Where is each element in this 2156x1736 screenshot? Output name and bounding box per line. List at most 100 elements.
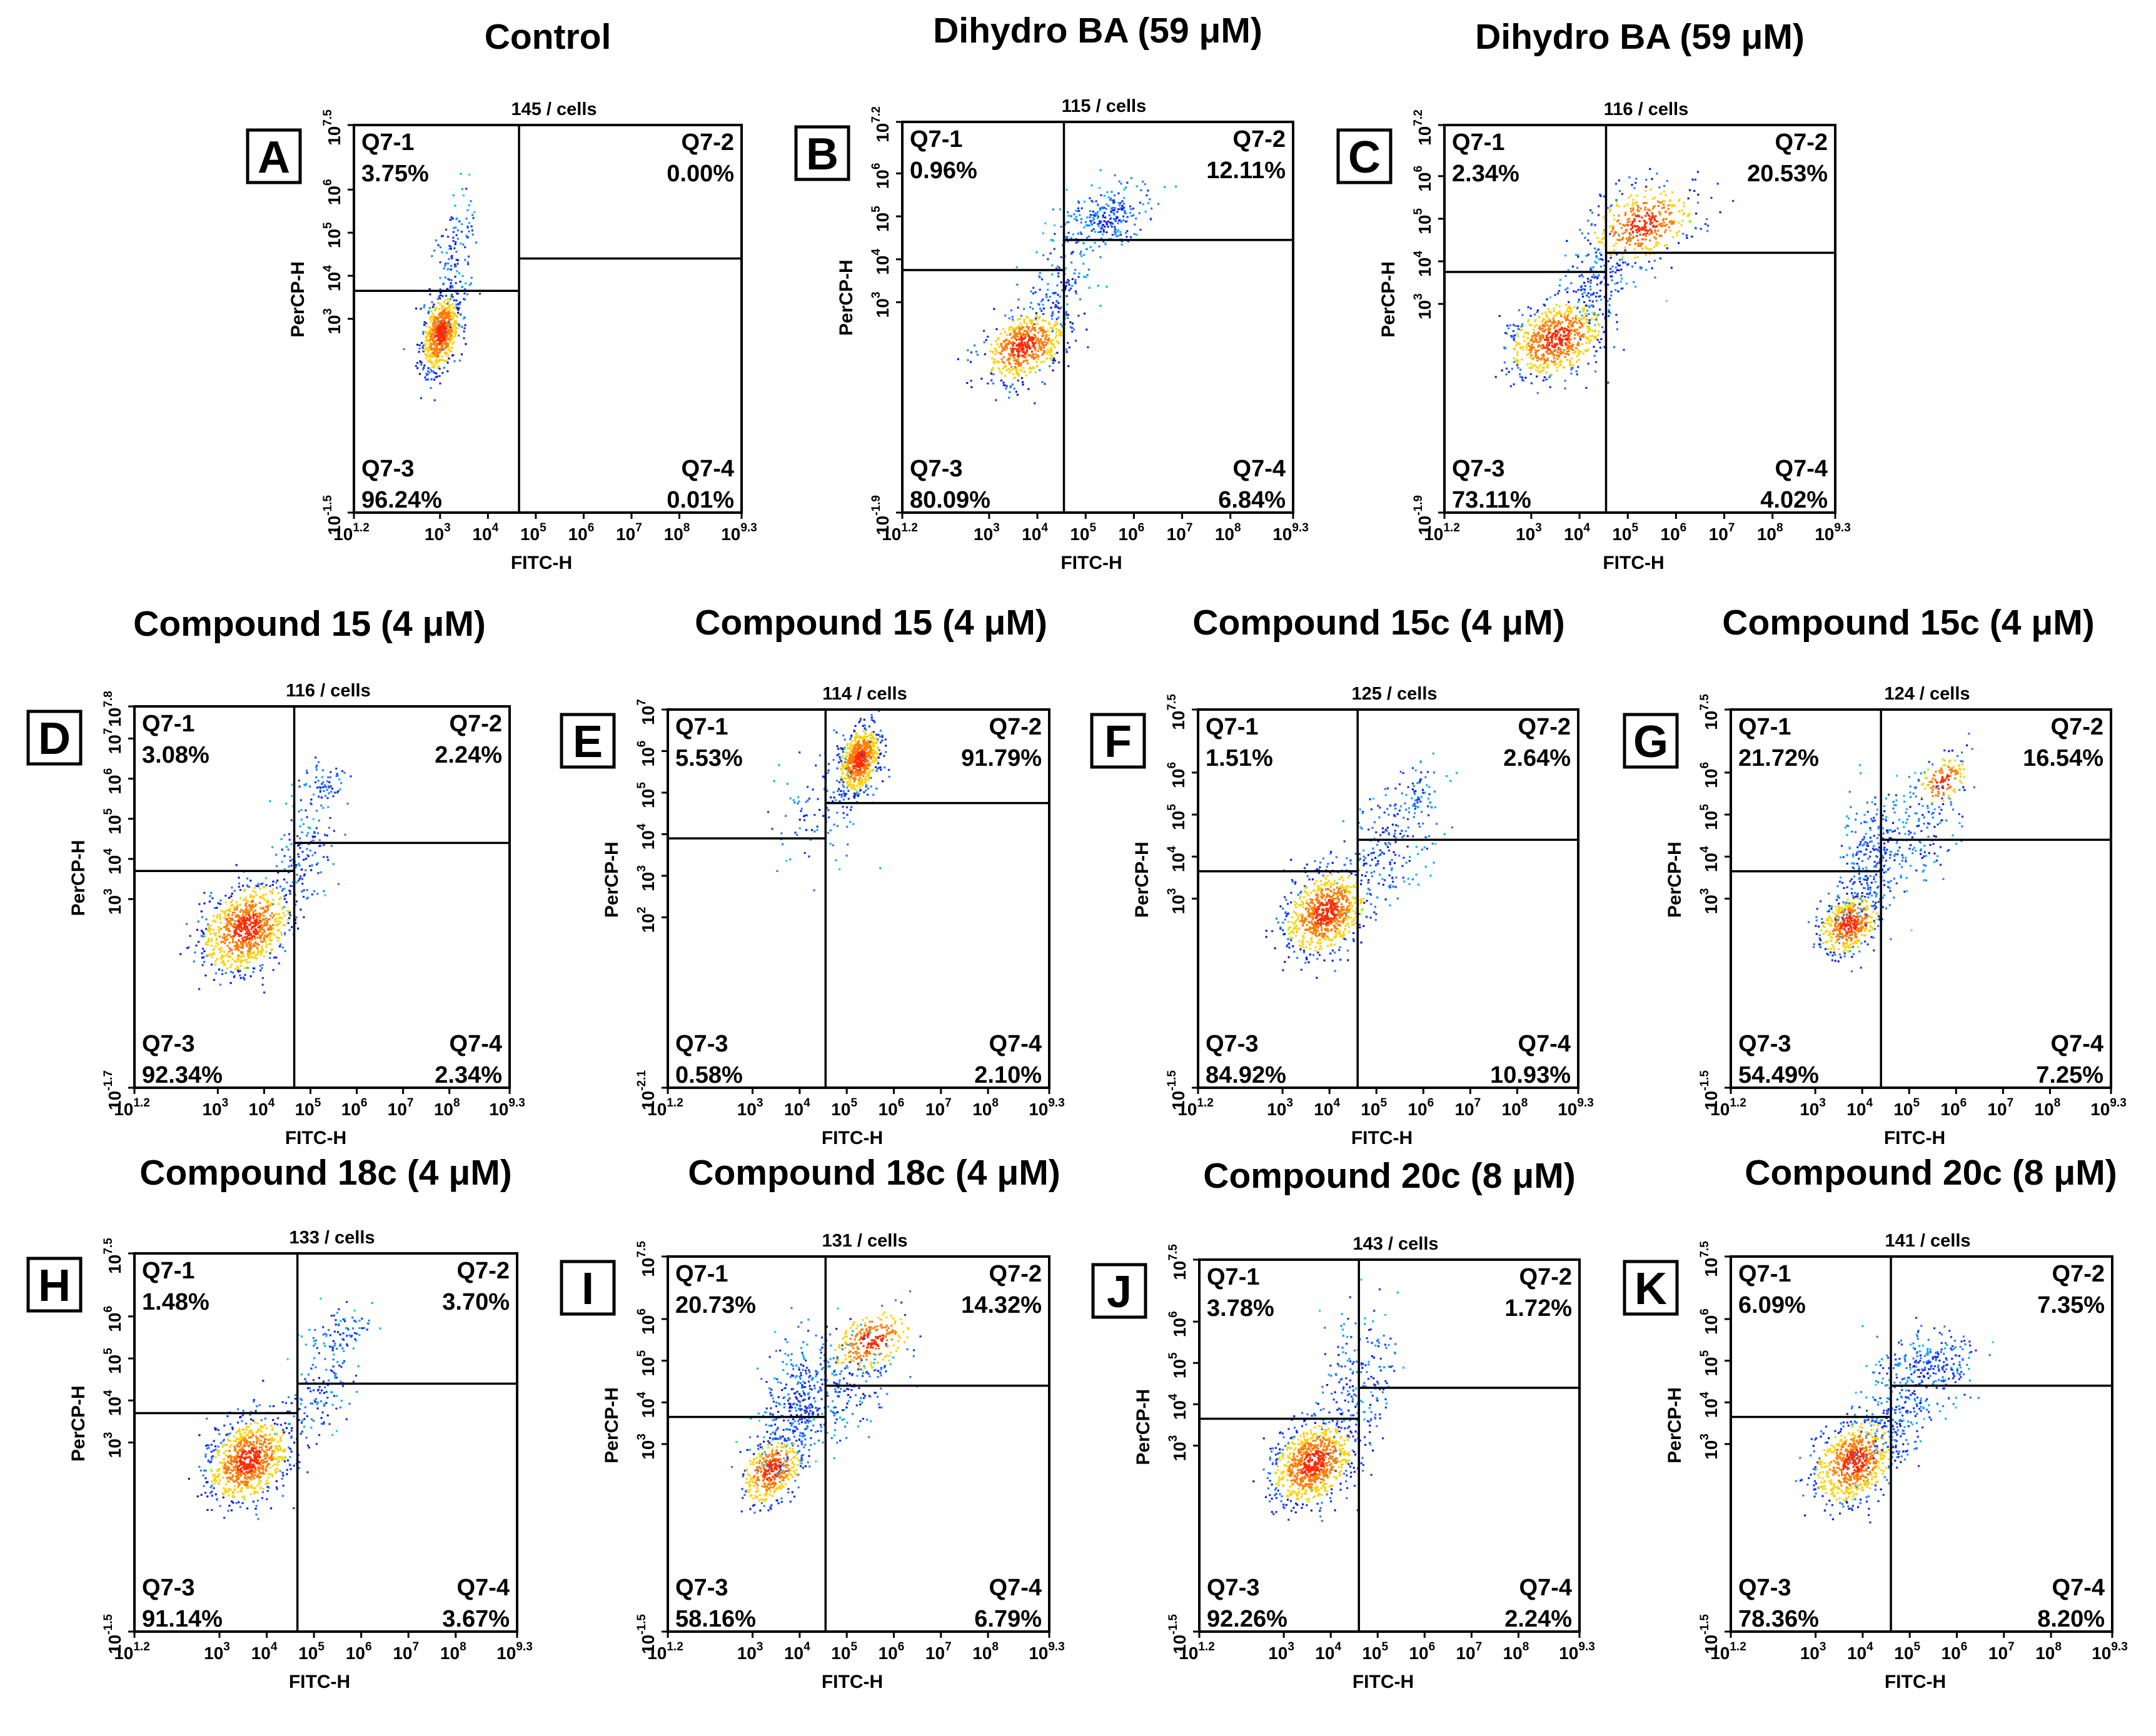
data-point xyxy=(1610,230,1613,233)
data-point xyxy=(1126,216,1129,218)
data-point xyxy=(1039,316,1041,318)
data-point xyxy=(315,776,318,779)
data-point xyxy=(428,371,431,374)
data-point xyxy=(1091,219,1093,222)
data-point xyxy=(262,941,264,943)
data-point xyxy=(1535,369,1538,371)
data-point xyxy=(850,775,853,777)
data-point xyxy=(247,941,250,944)
data-point xyxy=(433,347,435,349)
data-point xyxy=(314,851,316,854)
data-point xyxy=(1591,211,1594,214)
data-point xyxy=(288,929,291,931)
data-point xyxy=(1546,344,1548,346)
data-point xyxy=(243,916,246,918)
data-point xyxy=(350,775,352,778)
data-point xyxy=(416,361,419,364)
data-point xyxy=(466,225,469,228)
data-point xyxy=(1004,374,1007,377)
data-point xyxy=(434,316,436,319)
data-point xyxy=(1112,212,1115,214)
data-point xyxy=(216,914,219,916)
data-point xyxy=(852,823,855,825)
data-point xyxy=(853,795,855,798)
data-point xyxy=(437,365,440,368)
data-point xyxy=(231,941,234,943)
data-point xyxy=(1005,339,1008,341)
data-point xyxy=(875,787,878,790)
data-point xyxy=(1044,222,1047,224)
data-point xyxy=(1537,346,1539,348)
data-point xyxy=(1648,261,1650,263)
data-point xyxy=(872,731,875,733)
data-point xyxy=(882,780,884,783)
data-point xyxy=(1074,279,1077,281)
data-point xyxy=(447,328,450,331)
data-point xyxy=(1052,357,1055,359)
data-point xyxy=(1068,346,1070,349)
data-point xyxy=(260,934,263,936)
data-point xyxy=(1564,353,1567,355)
data-point xyxy=(1034,353,1037,356)
data-point xyxy=(1012,344,1014,347)
data-point xyxy=(1559,359,1562,362)
data-point xyxy=(1050,359,1053,361)
data-point xyxy=(1040,335,1044,338)
data-point xyxy=(1089,224,1091,227)
data-point xyxy=(203,950,206,953)
data-point xyxy=(306,771,308,774)
data-point xyxy=(453,299,455,302)
data-point xyxy=(1005,346,1008,348)
data-point xyxy=(1046,341,1049,344)
data-point xyxy=(442,339,445,343)
data-point xyxy=(1035,339,1038,342)
data-point xyxy=(1591,276,1593,278)
data-point xyxy=(1057,306,1059,309)
data-point xyxy=(1650,230,1653,233)
data-point xyxy=(1558,348,1561,351)
data-point xyxy=(1586,294,1588,297)
data-point xyxy=(1633,220,1636,223)
data-point xyxy=(1098,186,1101,189)
data-point xyxy=(863,718,865,721)
data-point xyxy=(1506,333,1508,335)
data-point xyxy=(1669,199,1671,202)
data-point xyxy=(443,316,446,319)
data-point xyxy=(231,938,234,941)
data-point xyxy=(846,755,849,758)
data-point xyxy=(221,973,224,975)
data-point xyxy=(1117,229,1119,231)
data-point xyxy=(1015,348,1018,351)
data-point xyxy=(341,770,344,773)
data-point xyxy=(279,943,282,946)
data-point xyxy=(854,738,857,741)
data-point xyxy=(1600,338,1603,340)
data-point xyxy=(1040,340,1042,343)
data-point xyxy=(1638,220,1641,223)
data-point xyxy=(1032,366,1034,369)
data-point xyxy=(240,959,243,962)
data-point xyxy=(853,761,856,763)
data-point xyxy=(239,961,241,963)
data-point xyxy=(1560,353,1563,355)
data-point xyxy=(1037,355,1040,358)
data-point xyxy=(872,753,875,756)
data-point xyxy=(1037,316,1040,319)
data-point xyxy=(228,947,231,950)
data-point xyxy=(857,750,860,752)
data-point xyxy=(1002,340,1005,343)
data-point xyxy=(455,234,458,236)
data-point xyxy=(271,883,274,886)
data-point xyxy=(478,293,481,295)
data-point xyxy=(862,740,864,743)
data-point xyxy=(1012,349,1014,351)
quadrant-percent: 2.24% xyxy=(435,742,502,768)
data-point xyxy=(1653,236,1656,239)
data-point xyxy=(1042,232,1044,234)
data-point xyxy=(1611,279,1613,281)
data-point xyxy=(239,918,242,921)
data-point xyxy=(848,760,850,763)
data-point xyxy=(1653,205,1656,208)
data-point xyxy=(1089,209,1091,213)
data-point xyxy=(1598,330,1600,333)
